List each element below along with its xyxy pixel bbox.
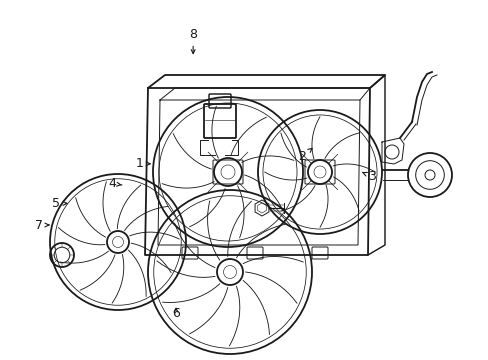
Text: 4: 4 <box>108 177 122 190</box>
Text: 1: 1 <box>135 157 150 170</box>
Text: 2: 2 <box>298 148 311 163</box>
Text: 5: 5 <box>52 197 67 210</box>
Text: 3: 3 <box>362 170 375 183</box>
Text: 8: 8 <box>189 28 197 54</box>
Text: 6: 6 <box>172 307 180 320</box>
Text: 7: 7 <box>35 219 49 231</box>
